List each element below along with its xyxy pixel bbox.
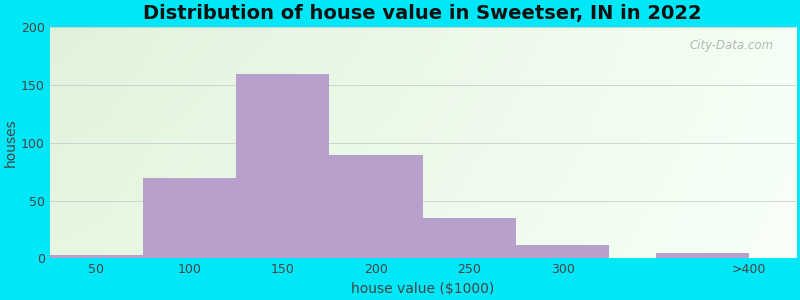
Bar	[330, 154, 422, 258]
Title: Distribution of house value in Sweetser, IN in 2022: Distribution of house value in Sweetser,…	[143, 4, 702, 23]
Bar	[656, 253, 749, 258]
Text: City-Data.com: City-Data.com	[690, 39, 774, 52]
Bar	[236, 74, 330, 258]
Y-axis label: houses: houses	[4, 118, 18, 167]
Bar	[50, 255, 143, 258]
Bar	[422, 218, 516, 258]
Bar	[516, 244, 610, 258]
Bar	[143, 178, 236, 258]
X-axis label: house value ($1000): house value ($1000)	[351, 282, 494, 296]
